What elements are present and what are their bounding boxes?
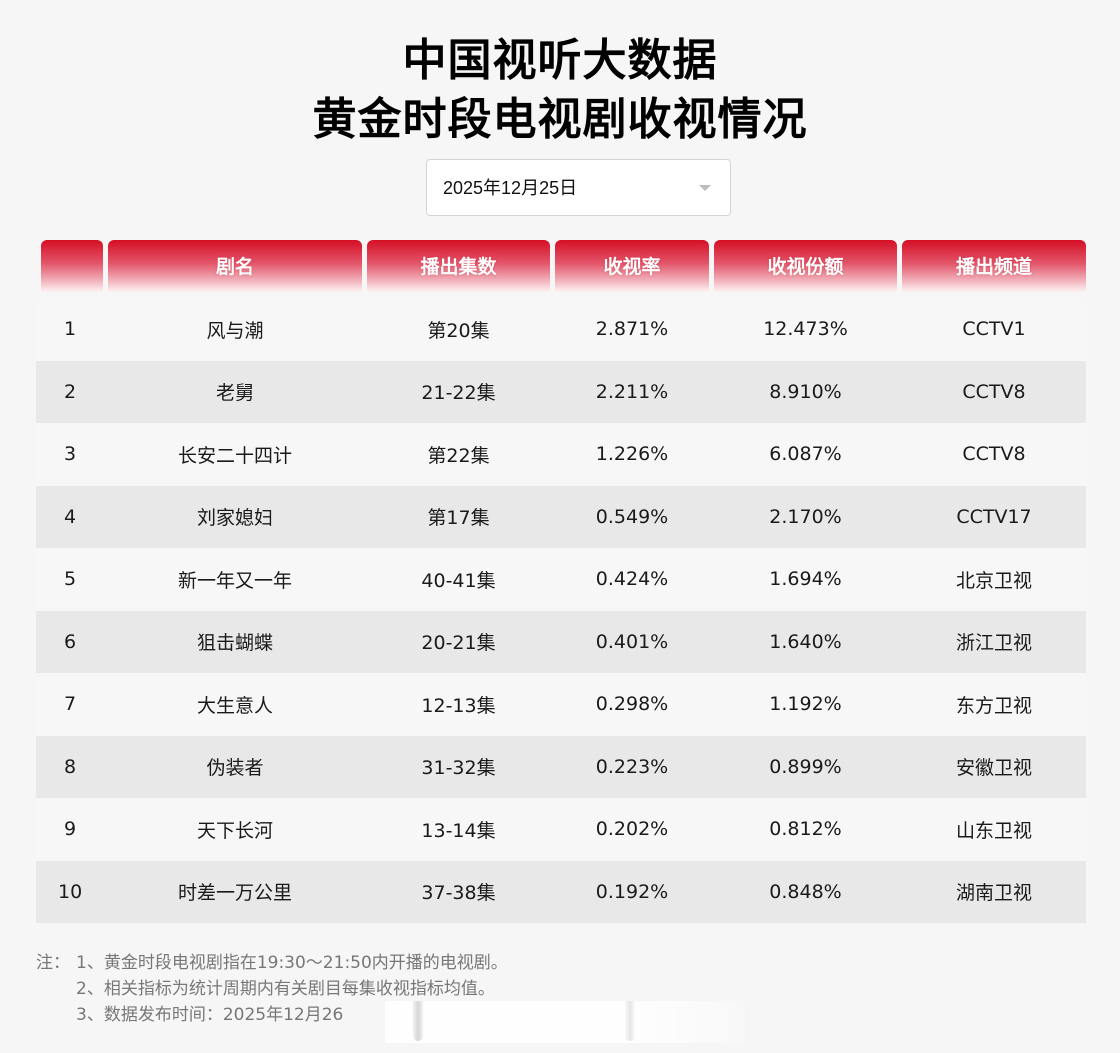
cell-rating: 0.401% [595,630,669,653]
cell-share: 0.848% [769,880,842,903]
cell-episodes: 12-13集 [421,694,496,717]
cell-rank: 8 [64,755,77,778]
column-header-rank [41,240,103,292]
table-row: 6 狙击蝴蝶 20-21集 0.401% 1.640% 浙江卫视 [36,610,1086,673]
cell-share: 8.910% [769,380,842,403]
column-header-title: 剧名 [108,240,362,292]
footnote-text: 1、黄金时段电视剧指在19:30～21:50内开播的电视剧。 [76,953,508,973]
cell-channel: 东方卫视 [955,694,1032,717]
table-row: 5 新一年又一年 40-41集 0.424% 1.694% 北京卫视 [36,548,1086,611]
cell-channel: CCTV8 [962,380,1026,403]
cell-episodes: 37-38集 [421,882,496,905]
column-header-episodes: 播出集数 [367,240,550,292]
cell-rank: 2 [64,380,77,403]
cell-rating: 2.871% [595,318,669,341]
cell-share: 6.087% [769,443,842,466]
cell-title: 天下长河 [196,819,273,842]
cell-title: 刘家媳妇 [196,507,273,530]
cell-rank: 4 [64,505,77,528]
table-row: 10 时差一万公里 37-38集 0.192% 0.848% 湖南卫视 [36,860,1086,923]
cell-rank: 6 [64,630,77,653]
table-row: 7 大生意人 12-13集 0.298% 1.192% 东方卫视 [36,673,1086,736]
cell-episodes: 40-41集 [421,569,496,592]
cell-episodes: 第22集 [427,444,490,467]
table-row: 2 老舅 21-22集 2.211% 8.910% CCTV8 [36,360,1086,423]
cell-episodes: 13-14集 [421,819,496,842]
cell-channel: CCTV1 [962,318,1026,341]
footnote-1: 注： 1、黄金时段电视剧指在19:30～21:50内开播的电视剧。 [36,950,508,976]
overlay-occluder [385,1001,745,1043]
cell-title: 风与潮 [206,319,264,342]
footnote-3: 3、数据发布时间：2025年12月26 [76,1005,344,1025]
cell-share: 1.192% [769,693,842,716]
table-row: 4 刘家媳妇 第17集 0.549% 2.170% CCTV17 [36,485,1086,548]
cell-rating: 2.211% [595,380,669,403]
page-title-line1: 中国视听大数据 [402,35,718,86]
caret-down-icon[interactable] [699,185,711,191]
ratings-table-body: 1 风与潮 第20集 2.871% 12.473% CCTV1 2 老舅 21-… [36,298,1086,923]
cell-episodes: 21-22集 [421,382,496,405]
date-dropdown-value: 2025年12月25日 [443,178,578,198]
footnote-prefix: 注： [36,953,70,973]
cell-title: 时差一万公里 [177,882,292,905]
cell-share: 2.170% [769,505,842,528]
cell-share: 1.694% [769,568,842,591]
table-row: 9 天下长河 13-14集 0.202% 0.812% 山东卫视 [36,798,1086,861]
cell-title: 狙击蝴蝶 [196,632,273,655]
cell-share: 12.473% [763,318,848,341]
table-row: 1 风与潮 第20集 2.871% 12.473% CCTV1 [36,298,1086,361]
cell-rating: 0.202% [595,818,669,841]
cell-channel: 安徽卫视 [955,757,1032,780]
cell-channel: 湖南卫视 [955,882,1032,905]
table-header: 剧名 播出集数 收视率 收视份额 播出频道 [0,240,1120,292]
overlay-handle-icon [413,1001,423,1041]
footnotes: 注： 1、黄金时段电视剧指在19:30～21:50内开播的电视剧。 2、相关指标为… [36,950,508,1028]
column-header-share: 收视份额 [714,240,897,292]
cell-rank: 9 [64,818,77,841]
cell-rank: 7 [64,693,77,716]
cell-title: 长安二十四计 [177,444,292,467]
cell-rank: 3 [64,443,77,466]
cell-share: 0.812% [769,818,842,841]
cell-channel: 北京卫视 [955,569,1032,592]
cell-rank: 5 [64,568,77,591]
cell-title: 新一年又一年 [177,569,292,592]
cell-rating: 0.549% [595,505,669,528]
cell-rank: 10 [58,880,83,903]
table-row: 3 长安二十四计 第22集 1.226% 6.087% CCTV8 [36,423,1086,486]
cell-rating: 0.192% [595,880,669,903]
cell-channel: 山东卫视 [955,819,1032,842]
cell-rating: 1.226% [595,443,669,466]
cell-channel: CCTV8 [962,443,1026,466]
cell-rating: 0.424% [595,568,669,591]
cell-title: 大生意人 [196,694,273,717]
overlay-handle-icon [625,1001,635,1041]
date-dropdown[interactable]: 2025年12月25日 [426,159,731,216]
column-header-rating: 收视率 [555,240,709,292]
column-header-channel: 播出频道 [902,240,1086,292]
cell-episodes: 第20集 [427,319,490,342]
cell-channel: CCTV17 [956,505,1032,528]
cell-rank: 1 [64,318,77,341]
cell-episodes: 31-32集 [421,757,496,780]
table-row: 8 伪装者 31-32集 0.223% 0.899% 安徽卫视 [36,735,1086,798]
cell-episodes: 20-21集 [421,632,496,655]
cell-rating: 0.298% [595,693,669,716]
cell-rating: 0.223% [595,755,669,778]
page-title-line2: 黄金时段电视剧收视情况 [312,94,808,145]
cell-share: 0.899% [769,755,842,778]
cell-title: 伪装者 [206,757,264,780]
cell-title: 老舅 [215,382,254,405]
footnote-2: 2、相关指标为统计周期内有关剧目每集收视指标均值。 [76,979,495,999]
cell-share: 1.640% [769,630,842,653]
cell-episodes: 第17集 [427,507,490,530]
cell-channel: 浙江卫视 [955,632,1032,655]
